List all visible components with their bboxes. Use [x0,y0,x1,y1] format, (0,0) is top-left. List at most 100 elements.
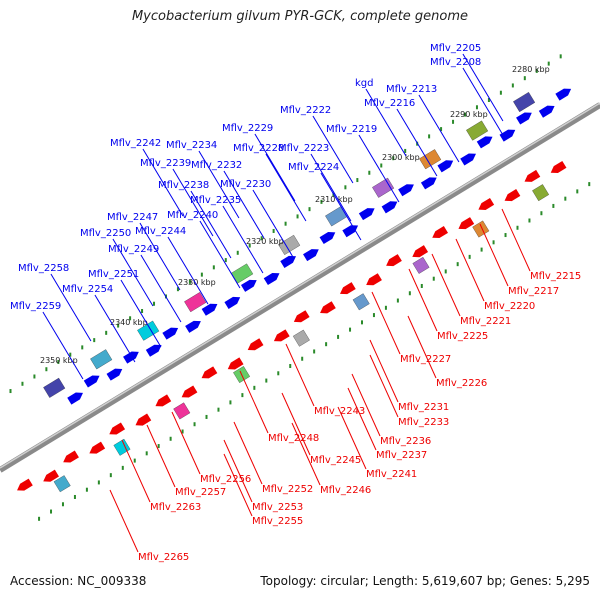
forward-gene-arrow [476,136,493,149]
inner-dotted-track-dot [511,83,514,88]
forward-gene-label: Mflv_2229 [222,123,273,134]
reverse-leader-line [351,373,381,437]
outer-dotted-track-dot [360,320,363,325]
inner-dotted-track-dot [487,98,490,103]
reverse-gene-label: Mflv_2257 [175,487,226,498]
forward-gene-label: Mflv_2216 [364,98,415,109]
outer-dotted-track-dot [145,451,148,456]
reverse-leader-line [171,411,201,475]
inner-dotted-track-dot [404,148,407,153]
inner-dotted-track-dot [212,265,215,270]
reverse-gene-arrow [386,254,402,267]
reverse-leader-line [281,392,311,456]
inner-dotted-track-dot [81,345,84,350]
forward-leader-line [358,134,400,203]
reverse-leader-line [455,238,485,302]
forward-leader-line [42,311,84,380]
forward-gene-arrow [240,279,257,292]
inner-dotted-track-dot [523,76,526,81]
reverse-gene-arrow [155,394,172,407]
reverse-gene-label: Mflv_2241 [366,469,417,480]
forward-leader-line [223,170,265,239]
forward-gene-arrow [123,351,139,364]
inner-dotted-track-dot [320,199,323,204]
forward-gene-label: Mflv_2258 [18,263,69,274]
forward-gene-label: Mflv_2223 [278,143,329,154]
cog-box-forward [43,377,66,398]
forward-leader-line [190,190,232,259]
inner-dotted-track-dot [368,170,371,175]
outer-dotted-track-dot [169,436,172,441]
outer-dotted-track-dot [205,414,208,419]
reverse-leader-line [431,253,461,317]
forward-leader-line [310,153,352,222]
reverse-gene-arrow [63,450,79,463]
inner-dotted-track-dot [547,61,550,66]
inner-dotted-track-dot [284,221,287,226]
cog-box-forward [90,349,113,370]
outer-dotted-track-dot [468,254,471,259]
outer-dotted-track-dot [480,247,483,252]
reverse-leader-line [223,453,253,517]
genome-backbone [0,102,600,473]
forward-gene-label: kgd [355,78,374,89]
forward-leader-line [94,294,136,363]
forward-leader-line [396,108,438,177]
outer-dotted-track-dot [217,407,220,412]
cog-box-forward [278,234,301,255]
inner-dotted-track-dot [344,185,347,190]
forward-gene-arrow [538,105,555,118]
reverse-gene-arrow [320,301,336,314]
inner-dotted-track-dot [236,250,239,255]
feature-tracks [9,54,591,521]
outer-dotted-track-dot [396,298,399,303]
outer-dotted-track-dot [157,444,160,449]
forward-gene-arrow [303,249,319,262]
inner-dotted-track-dot [452,119,455,124]
reverse-gene-label: Mflv_2233 [398,417,449,428]
reverse-gene-label: Mflv_2237 [376,450,427,461]
reverse-leader-line [371,291,401,355]
outer-dotted-track-dot [241,393,244,398]
reverse-gene-label: Mflv_2248 [268,433,319,444]
kbp-scale: 2280 kbp 2290 kbp 2300 kbp 2310 kbp 2320 kbp… [40,65,550,365]
inner-dotted-track-dot [129,316,132,321]
forward-leader-line [254,133,296,202]
reverse-gene-arrow [339,282,356,295]
forward-gene-label: Mflv_2205 [430,43,481,54]
outer-dotted-track-dot [133,458,136,463]
forward-gene-arrow [319,232,336,245]
cog-box-reverse [53,475,71,493]
forward-leader-line [50,273,92,342]
reverse-gene-label: Mflv_2236 [380,436,431,447]
reverse-gene-label: Mflv_2220 [484,301,535,312]
forward-gene-arrow [162,327,179,340]
forward-gene-arrow [555,88,572,101]
backbone-line [0,102,600,473]
outer-dotted-track-dot [61,502,64,507]
forward-gene-arrow [358,208,375,221]
forward-gene-label: Mflv_2230 [220,179,271,190]
forward-gene-arrow [437,160,454,173]
inner-dotted-track-dot [272,228,275,233]
inner-dotted-track-dot [9,389,12,394]
forward-leader-line [462,67,504,136]
forward-gene-arrow [420,177,437,190]
outer-dotted-track-dot [492,240,495,245]
forward-leader-line [142,148,184,217]
reverse-gene-label: Mflv_2215 [530,271,581,282]
inner-dotted-track-dot [188,279,191,284]
genome-summary: Topology: circular; Length: 5,619,607 bp… [260,574,590,588]
reverse-gene-label: Mflv_2253 [252,502,303,513]
forward-gene-arrow [460,153,476,166]
reverse-gene-arrow [227,357,244,370]
inner-dotted-track-dot [356,178,359,183]
map-title: Mycobacterium gilvum PYR-GCK, complete g… [131,9,469,24]
forward-gene-label: Mflv_2219 [326,124,377,135]
forward-gene-arrow [185,320,201,333]
cog-box-reverse [173,402,191,420]
inner-dotted-track-dot [440,127,443,132]
inner-dotted-track-dot [45,367,48,372]
inner-dotted-track-dot [380,163,383,168]
forward-gene-arrow [224,296,241,309]
